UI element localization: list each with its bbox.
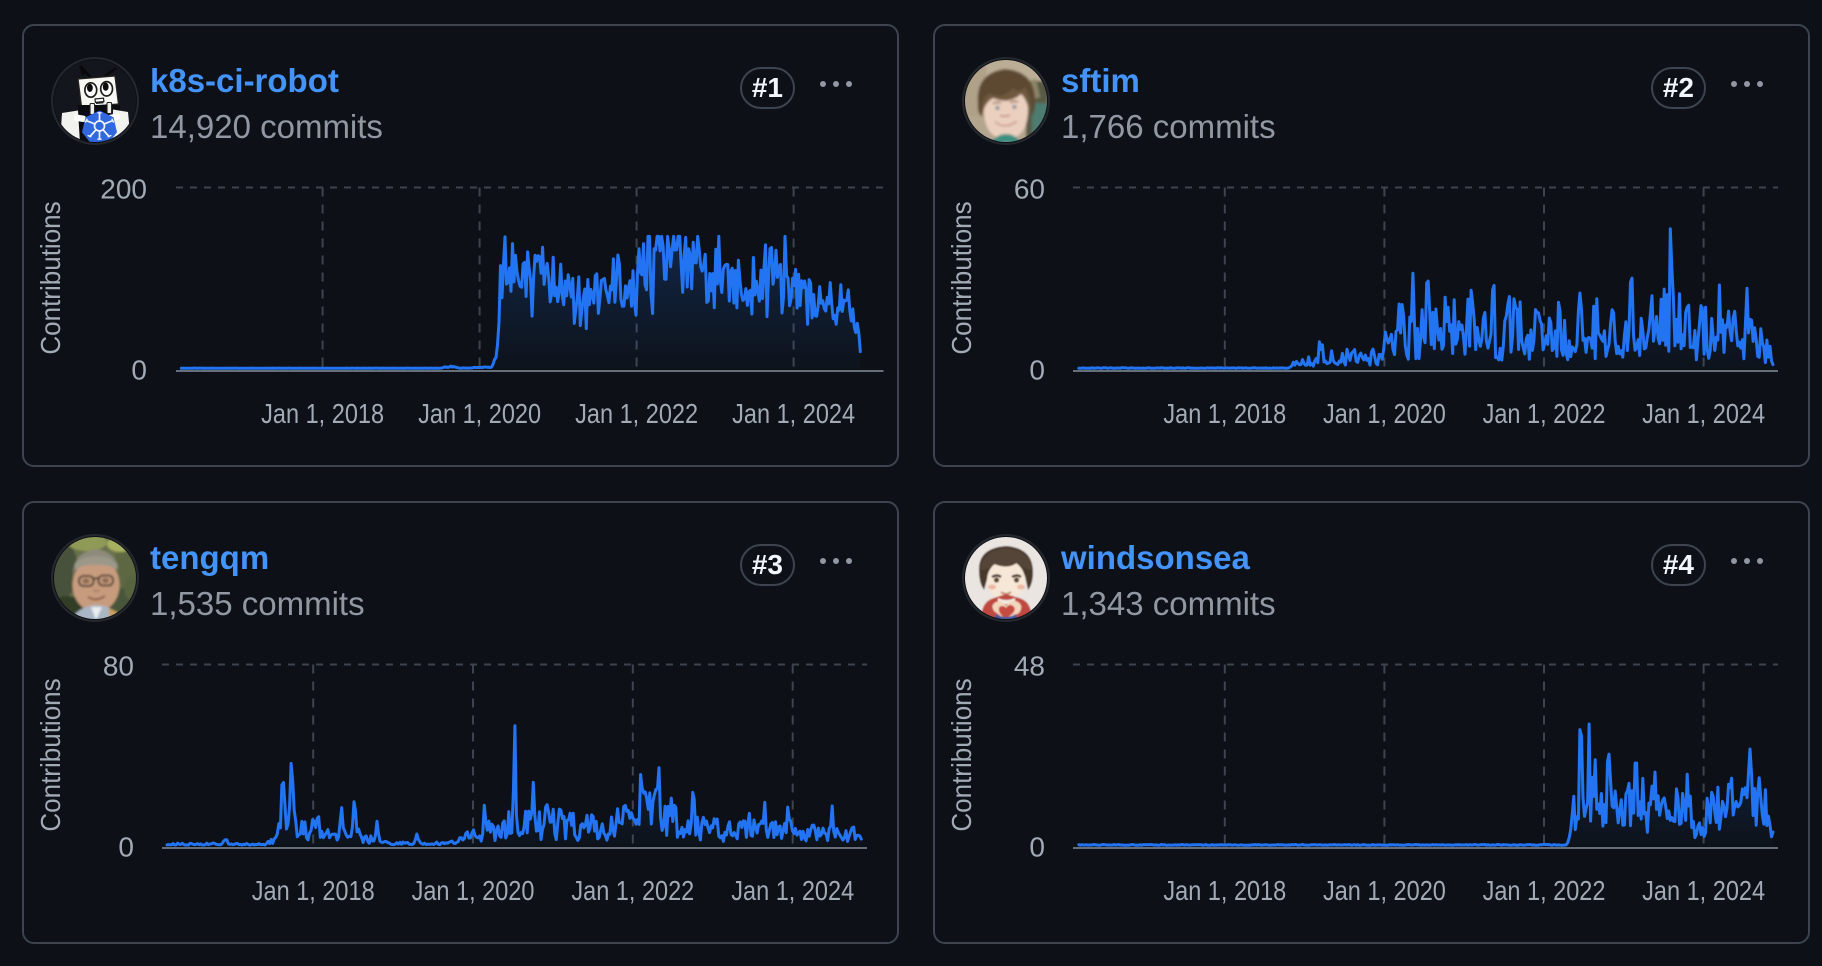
svg-text:Jan 1, 2022: Jan 1, 2022 <box>571 876 694 906</box>
svg-text:Jan 1, 2020: Jan 1, 2020 <box>1323 399 1446 429</box>
svg-text:Contributions: Contributions <box>946 201 977 354</box>
svg-text:80: 80 <box>103 651 134 682</box>
svg-text:60: 60 <box>1014 174 1045 205</box>
svg-text:Jan 1, 2018: Jan 1, 2018 <box>252 876 375 906</box>
svg-text:Jan 1, 2024: Jan 1, 2024 <box>731 876 854 906</box>
svg-text:200: 200 <box>100 174 147 205</box>
svg-text:0: 0 <box>118 832 134 863</box>
svg-text:Contributions: Contributions <box>35 201 66 354</box>
svg-text:48: 48 <box>1014 651 1045 682</box>
svg-text:Jan 1, 2020: Jan 1, 2020 <box>418 399 541 429</box>
svg-text:Jan 1, 2020: Jan 1, 2020 <box>1323 876 1446 906</box>
svg-text:Contributions: Contributions <box>946 678 977 831</box>
svg-text:0: 0 <box>1029 832 1045 863</box>
svg-text:0: 0 <box>131 355 147 386</box>
svg-text:Jan 1, 2024: Jan 1, 2024 <box>1642 876 1765 906</box>
svg-text:Jan 1, 2024: Jan 1, 2024 <box>732 399 855 429</box>
svg-text:Jan 1, 2022: Jan 1, 2022 <box>1483 876 1606 906</box>
svg-text:Jan 1, 2018: Jan 1, 2018 <box>1163 876 1286 906</box>
svg-text:Jan 1, 2022: Jan 1, 2022 <box>1483 399 1606 429</box>
svg-text:Jan 1, 2018: Jan 1, 2018 <box>261 399 384 429</box>
svg-text:Contributions: Contributions <box>35 678 66 831</box>
svg-text:0: 0 <box>1029 355 1045 386</box>
svg-text:Jan 1, 2022: Jan 1, 2022 <box>575 399 698 429</box>
svg-text:Jan 1, 2018: Jan 1, 2018 <box>1163 399 1286 429</box>
svg-text:Jan 1, 2024: Jan 1, 2024 <box>1642 399 1765 429</box>
svg-text:Jan 1, 2020: Jan 1, 2020 <box>412 876 535 906</box>
